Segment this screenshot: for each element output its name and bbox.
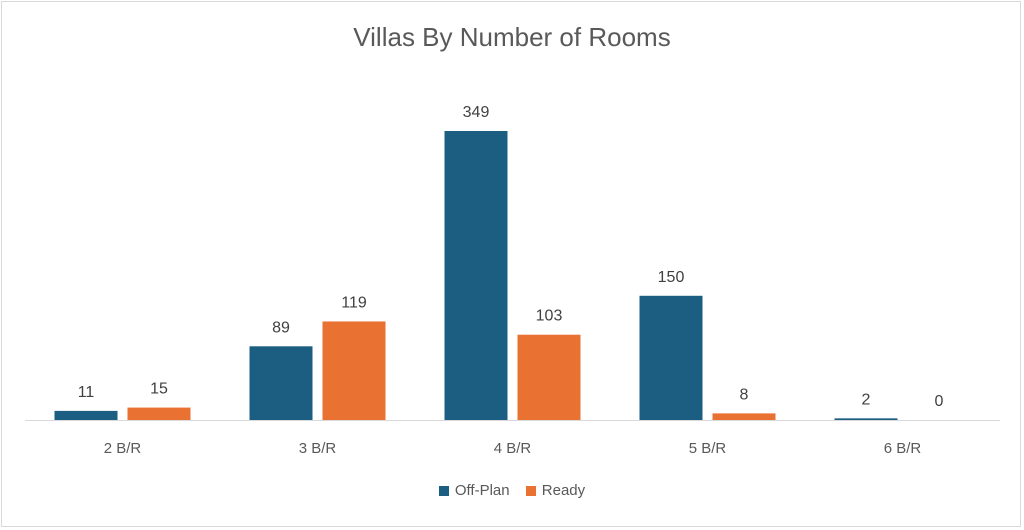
x-tick-label: 6 B/R [884,440,922,457]
bar-off-plan-4-b-r [444,131,508,420]
data-label-ready-6-b-r: 0 [935,393,944,410]
bar-off-plan-5-b-r [639,295,703,420]
legend-label-ready: Ready [541,482,586,499]
chart-title: Villas By Number of Rooms [353,22,671,52]
data-label-ready-5-b-r: 8 [740,386,749,403]
data-label-off-plan-6-b-r: 2 [862,391,871,408]
bar-off-plan-3-b-r [249,346,313,420]
legend-swatch-off-plan [438,485,449,496]
data-label-off-plan-4-b-r: 349 [463,104,490,121]
legend: Off-Plan Ready [0,482,1024,500]
data-label-off-plan-3-b-r: 89 [272,319,290,336]
bar-off-plan-6-b-r [834,418,898,420]
x-tick-label: 4 B/R [494,440,532,457]
data-label-ready-2-b-r: 15 [150,381,168,398]
data-label-off-plan-2-b-r: 11 [78,384,95,401]
x-tick-label: 5 B/R [689,440,727,457]
x-tick-label: 3 B/R [299,440,337,457]
data-label-off-plan-5-b-r: 150 [658,269,685,286]
legend-swatch-ready [525,485,536,496]
bar-ready-2-b-r [127,407,191,420]
data-label-ready-3-b-r: 119 [341,294,367,311]
plot-area: 11 15 2 B/R 89 119 3 B/R 349 103 4 B/R 150 8 5 B/R 2… [25,104,1000,457]
bar-ready-5-b-r [712,413,776,420]
bar-off-plan-2-b-r [54,410,118,420]
legend-label-off-plan: Off-Plan [454,482,510,499]
data-label-ready-4-b-r: 103 [536,308,563,325]
legend-item-off-plan: Off-Plan [438,482,510,499]
legend-item-ready: Ready [525,482,586,499]
bar-ready-3-b-r [322,321,386,420]
x-tick-label: 2 B/R [104,440,142,457]
bar-ready-4-b-r [517,334,581,420]
